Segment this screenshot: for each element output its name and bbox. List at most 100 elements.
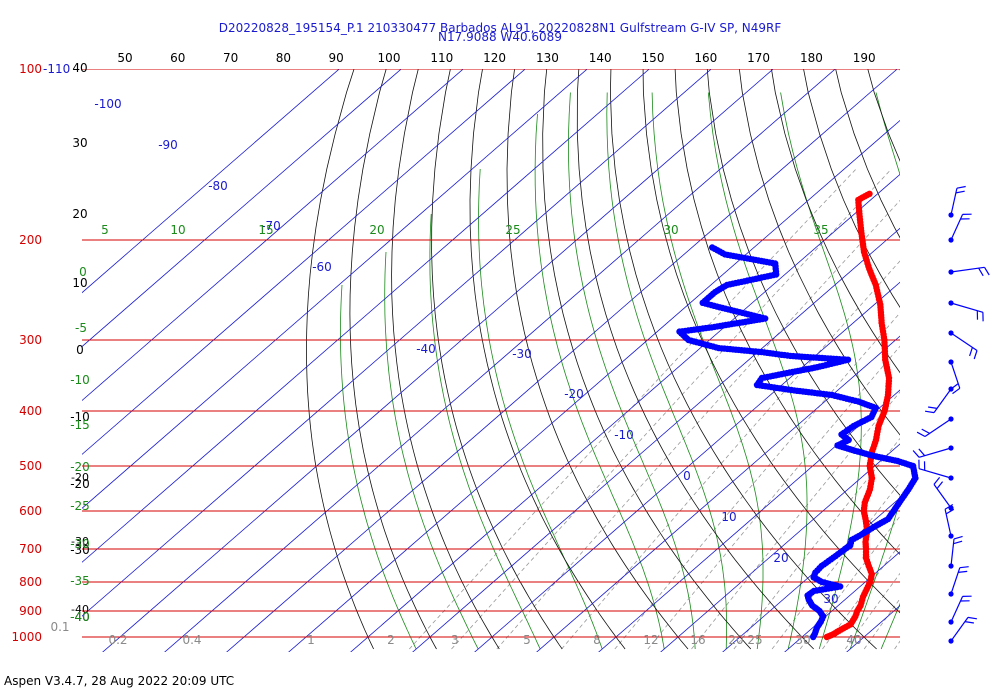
moist-adiabat-label: 30 — [663, 223, 678, 237]
mixing-ratio-label: 3 — [451, 633, 459, 647]
height-tick-label: -20 — [71, 471, 89, 484]
isotherm-line — [82, 69, 712, 617]
dry-adiabat-line — [803, 69, 900, 309]
height-tick-label: 30 — [72, 136, 87, 150]
mixing-ratio-line — [822, 543, 900, 650]
moist-adiabat-label: 5 — [101, 223, 109, 237]
moist-adiabat-line — [780, 92, 862, 650]
height-tick-label: 40 — [72, 61, 87, 75]
wind-barb-flag — [983, 266, 990, 276]
mixing-ratio-label: 2 — [387, 633, 395, 647]
dry-adiabat-line — [738, 69, 900, 436]
wind-barb-staff — [918, 447, 952, 458]
wind-barb-flag — [956, 185, 966, 189]
pressure-tick-label: 200 — [19, 233, 42, 247]
dewpoint-point — [709, 244, 716, 251]
wind-barb-staff — [950, 214, 964, 241]
height-tick-label: -40 — [70, 610, 90, 624]
mixing-ratio-label: 1 — [307, 633, 315, 647]
isotherm-label: -10 — [614, 428, 634, 442]
isotherm-line — [82, 69, 340, 294]
mixing-ratio-label: 8 — [593, 633, 601, 647]
mixing-ratio-line — [409, 168, 857, 650]
wind-barb-flag — [945, 508, 955, 515]
moist-adiabat-line — [606, 92, 727, 650]
moist-adiabat-line — [880, 602, 900, 650]
isotherm-line — [474, 281, 900, 652]
height-tick-label: -30 — [70, 543, 90, 557]
top-axis-tick-label: 60 — [170, 51, 185, 65]
isotherm-label: -80 — [208, 179, 228, 193]
wind-barb-staff — [918, 468, 952, 479]
wind-barb-staff — [950, 302, 984, 313]
isotherm-line — [82, 69, 650, 563]
mixing-ratio-label: 0.4 — [182, 633, 201, 647]
height-tick-label: 10 — [72, 276, 87, 290]
wind-barb-flag — [952, 387, 961, 395]
isotherm-label: -60 — [312, 260, 332, 274]
isotherm-line — [350, 173, 900, 652]
isotherm-line — [82, 69, 464, 402]
isotherm-line — [412, 227, 900, 652]
moist-adiabat-label: 10 — [170, 223, 185, 237]
moist-adiabat-label: -25 — [70, 499, 90, 513]
isotherm-line — [164, 69, 836, 652]
moist-adiabat-line — [567, 92, 696, 650]
isotherm-line — [598, 389, 900, 652]
moist-adiabat-label: 0 — [79, 265, 87, 279]
dry-adiabat-line — [674, 69, 900, 555]
top-axis-tick-label: 130 — [536, 51, 559, 65]
moist-adiabat-line — [534, 113, 665, 650]
isotherm-line — [961, 43, 1000, 661]
top-axis-tick-label: 160 — [694, 51, 717, 65]
moist-adiabat-label: -20 — [70, 460, 90, 474]
wind-barb-flag — [928, 406, 938, 409]
isotherm-line — [226, 69, 898, 652]
mixing-ratio-line — [799, 515, 900, 650]
pressure-tick-label: 300 — [19, 333, 42, 347]
mixing-ratio-label: 0.2 — [108, 633, 127, 647]
moist-adiabat-label: -35 — [70, 574, 90, 588]
dewpoint-series — [676, 244, 919, 641]
wind-barb-flag — [953, 540, 963, 545]
top-axis-tick-label: 110 — [430, 51, 453, 65]
temperature-series — [823, 190, 893, 641]
moist-adiabat-line — [478, 168, 603, 650]
wind-barb-flag — [958, 570, 968, 573]
mixing-ratio-label: 30 — [795, 633, 810, 647]
moist-adiabat-label: -5 — [75, 321, 87, 335]
wind-barb-flag — [959, 566, 969, 569]
isotherm-label: -40 — [416, 342, 436, 356]
height-tick-label: -20 — [70, 477, 90, 491]
wind-barb-flag — [969, 347, 973, 357]
mixing-ratio-line — [561, 260, 900, 650]
moist-adiabat-label: -15 — [70, 418, 90, 432]
wind-barb-staff — [950, 596, 964, 623]
pressure-tick-label: 900 — [19, 604, 42, 618]
dry-adiabat-line — [899, 69, 900, 71]
plot-area — [82, 43, 1000, 661]
pressure-tick-label: 1000 — [11, 630, 42, 644]
top-axis-tick-label: 190 — [853, 51, 876, 65]
isotherm-label: -110 — [43, 62, 70, 76]
dry-adiabat-line — [391, 69, 500, 650]
height-tick-label: -10 — [70, 410, 90, 424]
wind-barb-column — [912, 185, 990, 644]
wind-barb-staff — [950, 567, 961, 595]
wind-barb-flag — [916, 431, 926, 438]
top-axis-tick-label: 50 — [117, 51, 132, 65]
isotherm-line — [660, 443, 900, 652]
mixing-ratio-label: 40 — [846, 633, 861, 647]
mixing-ratio-line — [894, 640, 900, 650]
wind-barb-flag — [964, 621, 974, 624]
mixing-ratio-label: 20 — [728, 633, 743, 647]
wind-barb-staff — [950, 617, 969, 642]
top-axis-tick-label: 70 — [223, 51, 238, 65]
isotherm-label: 20 — [773, 551, 788, 565]
mixing-ratio-line — [614, 312, 900, 650]
temperature-point — [866, 190, 873, 197]
isotherm-label: 40 — [846, 633, 861, 647]
chart-title-line-2: N17.9088 W40.6089 — [438, 30, 562, 44]
mixing-ratio-label: 12 — [643, 633, 658, 647]
